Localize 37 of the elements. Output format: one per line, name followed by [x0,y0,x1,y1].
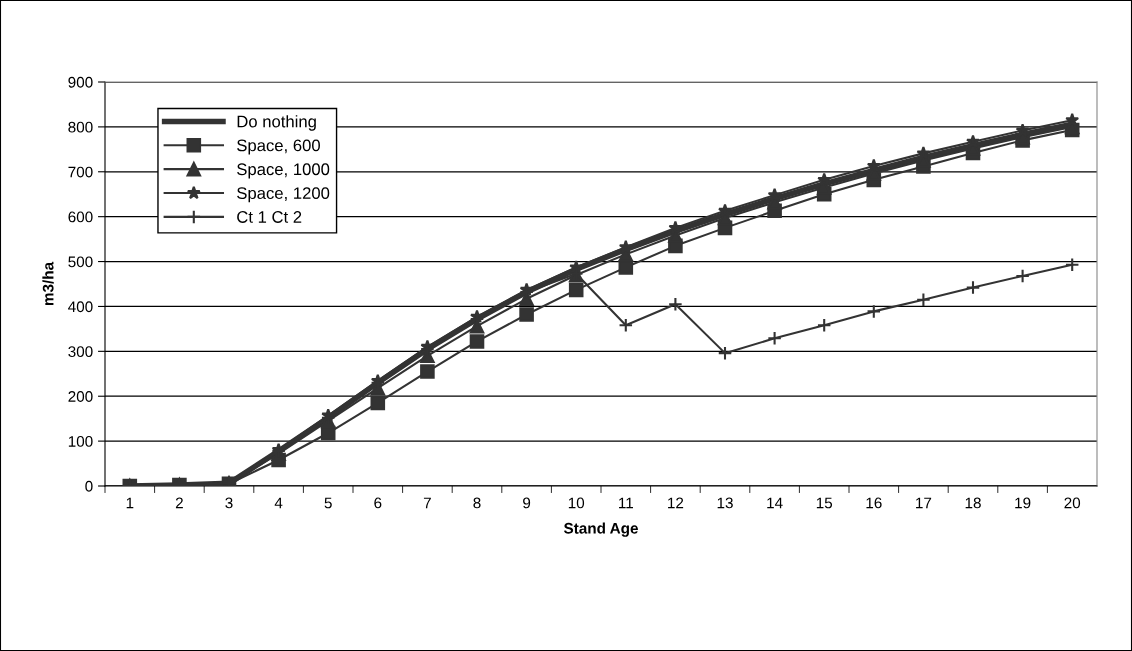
legend-label: Space, 600 [237,139,320,155]
x-axis-title: Stand Age [563,522,638,537]
x-tick-label: 19 [1015,497,1031,509]
y-tick-label: 800 [68,121,93,133]
y-tick-label: 0 [85,480,93,492]
legend-label: Space, 1200 [237,187,330,203]
x-tick-label: 8 [473,497,481,509]
x-tick-label: 11 [619,497,633,509]
x-tick-label: 17 [916,497,932,509]
x-tick-label: 2 [175,497,183,509]
x-tick-label: 5 [324,497,332,509]
y-tick-label: 100 [68,435,93,447]
x-tick-label: 9 [523,497,531,509]
y-tick-label: 600 [68,211,93,223]
legend-label: Ct 1 Ct 2 [237,211,302,223]
x-tick-label: 3 [225,497,233,509]
y-tick-label: 700 [68,166,93,178]
x-tick-label: 4 [274,497,283,509]
x-tick-label: 7 [423,497,431,509]
x-tick-label: 20 [1064,497,1081,509]
y-tick-label: 400 [68,301,93,313]
x-tick-label: 16 [866,497,882,509]
x-tick-label: 13 [717,497,733,509]
x-tick-label: 10 [568,497,585,509]
x-tick-label: 18 [965,497,981,509]
x-tick-label: 12 [668,497,684,509]
y-tick-label: 300 [68,346,93,358]
legend-label: Do nothing [237,115,316,131]
x-tick-label: 15 [816,497,833,509]
y-axis-title: m3/ha [42,261,54,306]
x-tick-label: 1 [126,497,134,509]
y-tick-label: 500 [68,256,93,268]
y-tick-label: 200 [68,391,93,402]
x-tick-label: 6 [374,497,382,509]
legend-label: Space, 1000 [237,163,330,179]
x-tick-label: 14 [767,497,783,509]
y-tick-label: 900 [68,76,93,88]
